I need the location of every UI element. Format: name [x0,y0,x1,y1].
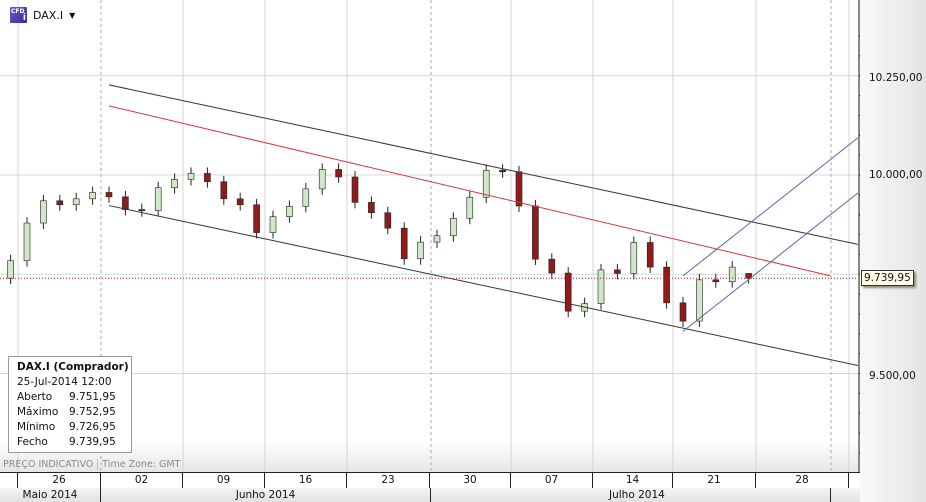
current-price-label: 9.739,95 [861,270,914,287]
tooltip-title: DAX.I (Comprador) [17,361,129,373]
week-label: 23 [347,473,430,488]
candle-bullish [728,266,736,283]
month-label: Maio 2014 [0,488,101,502]
price-chart[interactable] [0,0,860,472]
tooltip-row-close: Fecho 9.739,95 [17,436,116,448]
candle-bullish [23,222,31,262]
candle-bullish [269,216,277,233]
month-label: Julho 2014 [431,488,831,502]
week-label: 30 [430,473,511,488]
timezone-label: Time Zone: GMT [97,459,181,470]
candle-bullish [302,188,310,207]
candle-bearish [138,209,146,212]
candle-bullish [171,179,178,189]
candle-bullish [40,200,47,224]
candle-bearish [368,202,375,214]
plot-bottom-fade [0,440,858,472]
month-label: Junho 2014 [101,488,431,502]
tooltip-row-high: Máximo 9.752,95 [17,406,116,418]
week-label: 26 [18,473,101,488]
candle-bearish [548,258,556,274]
week-label: 07 [511,473,593,488]
candle-bullish [286,206,293,217]
month-axis: Maio 2014 Junho 2014 Julho 2014 [0,488,860,502]
candle-bullish [630,242,638,274]
candle-bearish [220,181,228,200]
week-label: 28 [756,473,849,488]
candle-bearish [56,200,64,206]
candle-bearish [515,171,523,207]
trendlines [108,84,858,367]
candle-bullish [72,198,80,206]
candle-bearish [105,192,113,198]
candle-bullish [482,169,490,198]
price-axis-panel [860,0,926,502]
y-tick-label: 10.000,00 [869,169,923,181]
tooltip-row-low: Mínimo 9.726,95 [17,421,116,433]
ohlc-tooltip: DAX.I (Comprador) 25-Jul-2014 12:00 Aber… [8,356,132,453]
week-axis: 26 02 09 16 23 30 07 14 21 28 [0,472,860,489]
week-label: 16 [265,473,347,488]
trendline-midline[interactable] [108,105,831,277]
candle-bearish [745,273,752,279]
week-label: 09 [183,473,265,488]
cfd-icon: CFD i [10,7,27,23]
candle-bearish [499,169,506,173]
candle-bullish [154,187,162,212]
candle-bullish [417,241,424,260]
candle-bearish [614,269,621,274]
trendline-rising_channel[interactable] [682,137,858,277]
candle-bearish [253,204,260,233]
trendline-rising_channel[interactable] [682,192,858,332]
y-tick-label: 9.500,00 [869,370,916,382]
candle-bearish [532,205,539,260]
candle-bearish [384,212,392,229]
trendline-channel[interactable] [108,84,858,245]
candle-bullish [7,260,14,279]
week-label: 02 [101,473,183,488]
candle-bearish [679,302,687,322]
candle-bullish [187,173,195,180]
candle-bearish [335,169,342,178]
candle-bearish [122,196,129,210]
candle-bearish [646,242,654,268]
candle-bullish [433,235,441,243]
tooltip-row-open: Aberto 9.751,95 [17,391,116,403]
candle-bullish [318,169,326,190]
symbol-selector[interactable]: CFD i DAX.I ▼ [10,7,75,23]
symbol-label: DAX.I [33,8,64,22]
candle-bullish [450,217,457,237]
caret-down-icon[interactable]: ▼ [69,10,76,20]
footer-note: PREÇO INDICATIVO Time Zone: GMT [3,459,181,470]
candle-bullish [696,279,703,322]
candle-bearish [204,173,211,183]
tooltip-datetime: 25-Jul-2014 12:00 [17,376,112,388]
candle-bearish [400,227,408,260]
y-tick-label: 10.250,00 [869,72,923,84]
week-label: 14 [593,473,673,488]
candle-bearish [663,266,670,304]
trendline-channel[interactable] [108,205,858,367]
candle-bearish [236,198,244,206]
candle-bearish [351,176,359,203]
candle-bullish [597,269,605,304]
candle-bullish [89,192,96,200]
candle-bearish [712,279,720,283]
candle-bearish [564,272,572,312]
candle-bullish [466,196,474,219]
week-label: 21 [673,473,756,488]
